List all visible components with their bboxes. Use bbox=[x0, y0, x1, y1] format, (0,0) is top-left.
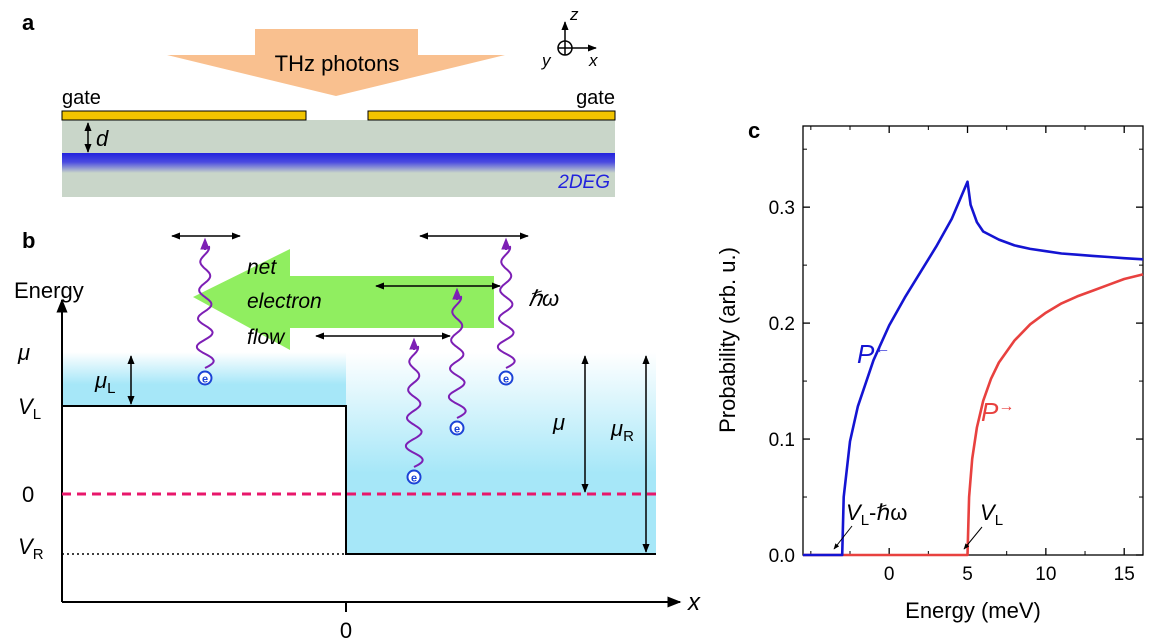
panel-b: b Energy x 0 μ VL 0 VR μL μ μR net ele bbox=[14, 228, 701, 642]
level-zero-label: 0 bbox=[22, 482, 34, 507]
flow-text-line-2: electron bbox=[247, 290, 322, 313]
annotation-vl: VL bbox=[980, 500, 1003, 529]
chart-y-axis-label: Probability (arb. u.) bbox=[715, 247, 740, 433]
chart-series bbox=[803, 180, 1144, 557]
x-tick-label: 0 bbox=[884, 564, 895, 585]
wavy-photon-line bbox=[195, 245, 215, 369]
annotation-vl-hw: VL-ℏω bbox=[846, 500, 907, 529]
x-tick-label: 15 bbox=[1114, 564, 1135, 585]
flow-text-line-3: flow bbox=[247, 326, 286, 349]
mu-r-label: μR bbox=[610, 416, 634, 445]
gate-right bbox=[367, 110, 616, 121]
x-tick-label: 5 bbox=[962, 564, 973, 585]
axis-x-label: x bbox=[588, 51, 598, 70]
electron-symbol: e bbox=[202, 374, 208, 386]
net-electron-flow-arrow bbox=[193, 249, 494, 350]
panel-a: a THz photons 2DEG gate gate d z x y bbox=[22, 5, 616, 197]
wavy-photon-line bbox=[496, 245, 516, 369]
coordinate-axes-icon: z x y bbox=[541, 5, 598, 70]
annotation-arrow-vl-hw bbox=[833, 525, 853, 550]
series-label-p-right: P→ bbox=[981, 397, 1014, 427]
plot-frame bbox=[802, 125, 1144, 556]
electron-symbol: e bbox=[454, 424, 460, 436]
electron-icon bbox=[197, 370, 213, 386]
wavy-photon-line bbox=[404, 345, 424, 468]
y-tick-label: 0.2 bbox=[769, 314, 795, 335]
panel-c-label: c bbox=[748, 118, 760, 143]
thz-photon-arrow bbox=[167, 29, 505, 96]
x-tick-label: 10 bbox=[1035, 564, 1056, 585]
level-mu-label: μ bbox=[17, 340, 30, 365]
level-vl-label: VL bbox=[18, 394, 41, 423]
electron-symbol: e bbox=[411, 473, 417, 485]
thz-photons-label: THz photons bbox=[275, 51, 400, 76]
axis-ticks: 0 5 10 15 0.0 0.1 0.2 0.3 bbox=[769, 126, 1143, 585]
axis-y-label: y bbox=[541, 51, 552, 70]
twodeg-layer bbox=[62, 153, 615, 173]
gate-right-label: gate bbox=[576, 87, 615, 109]
electron-icon bbox=[498, 370, 514, 386]
series-line-p-right bbox=[803, 273, 1144, 557]
level-vr-label: VR bbox=[18, 534, 44, 563]
mu-l-label: μL bbox=[94, 368, 115, 397]
wavy-photon-line bbox=[447, 295, 467, 419]
electron-symbol: e bbox=[503, 374, 509, 386]
potential-profile bbox=[62, 405, 656, 555]
panel-b-label: b bbox=[22, 228, 35, 253]
twodeg-label: 2DEG bbox=[557, 172, 610, 193]
series-line-p-left bbox=[803, 180, 1144, 557]
axis-z-label: z bbox=[569, 5, 579, 24]
photon-absorption-lines: e e e e bbox=[195, 237, 516, 485]
x-axis-label: x bbox=[687, 589, 701, 616]
panel-a-label: a bbox=[22, 10, 35, 35]
chart-x-axis-label: Energy (meV) bbox=[905, 598, 1041, 623]
panel-c: c 0 5 10 15 0.0 0.1 0.2 0.3 Energy (meV) Probab… bbox=[715, 118, 1144, 623]
gate-left-label: gate bbox=[62, 87, 101, 109]
hbar-omega-label: ℏω bbox=[528, 286, 559, 311]
thickness-label: d bbox=[96, 126, 109, 151]
gate-left bbox=[61, 110, 307, 121]
annotation-arrow-vl bbox=[963, 526, 983, 550]
energy-axis-label: Energy bbox=[14, 278, 84, 303]
fermi-sea-right bbox=[346, 352, 656, 554]
electron-icon bbox=[449, 420, 465, 436]
flow-text-line-1: net bbox=[247, 256, 277, 279]
y-tick-label: 0.3 bbox=[769, 198, 795, 219]
mu-label: μ bbox=[552, 410, 565, 435]
electron-icon bbox=[406, 469, 422, 485]
series-label-p-left: P← bbox=[857, 339, 890, 369]
x-zero-tick-label: 0 bbox=[340, 618, 352, 642]
y-tick-label: 0.1 bbox=[769, 430, 795, 451]
y-tick-label: 0.0 bbox=[769, 546, 795, 567]
